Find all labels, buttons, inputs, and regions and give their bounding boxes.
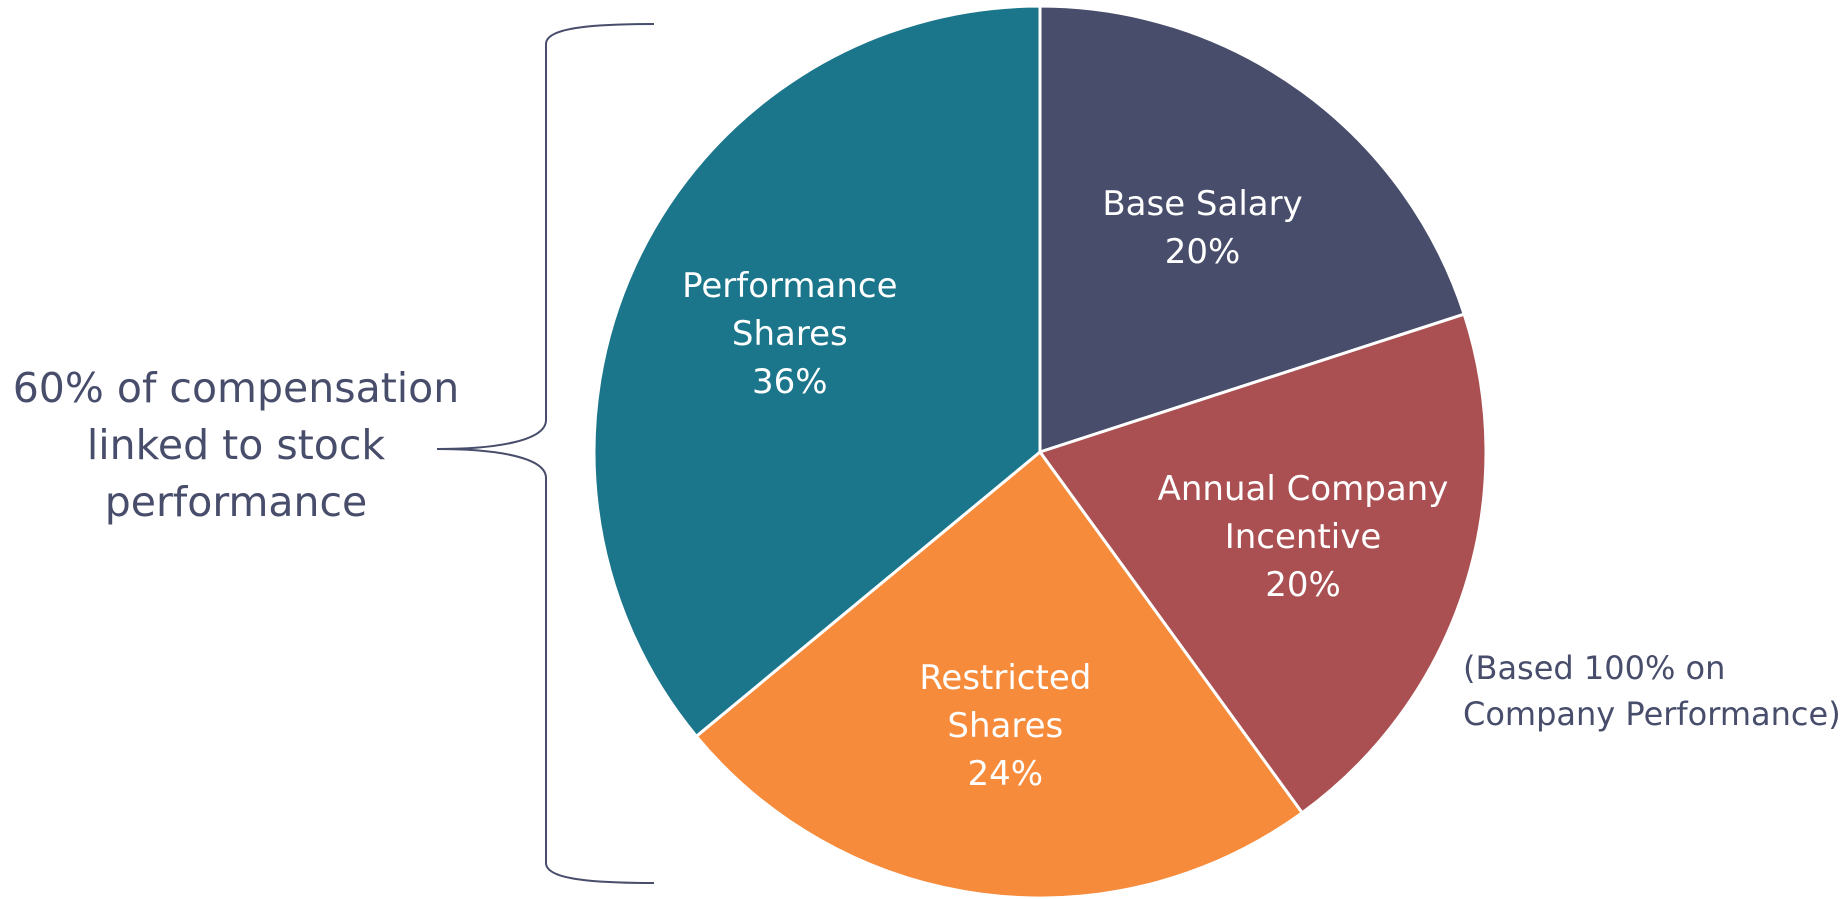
annotation: 60% of compensation linked to stock perf…: [12, 364, 460, 526]
pie-slice: [1037, 312, 1488, 815]
pie-slice: [1038, 4, 1467, 455]
category-label: Restricted Shares: [919, 658, 1092, 747]
value-label: 20%: [1265, 565, 1341, 606]
category-label: Annual Company Incentive: [1157, 469, 1449, 558]
category-label: Base Salary: [1102, 184, 1303, 225]
pie-slice: [592, 4, 1042, 739]
value-label: 36%: [752, 362, 828, 403]
slice-label: Annual Company Incentive 20%: [1143, 465, 1463, 609]
pie-slice: [694, 449, 1305, 899]
annotation: (Based 100% on Company Performance): [1463, 649, 1841, 733]
value-label: 24%: [967, 754, 1044, 795]
slice-label: Restricted Shares 24%: [895, 654, 1115, 798]
bracket: [436, 23, 655, 884]
value-label: 20%: [1164, 232, 1241, 273]
category-label: Performance Shares: [682, 266, 898, 355]
slice-label: Base Salary 20%: [1063, 180, 1343, 276]
slice-label: Performance Shares 36%: [660, 262, 920, 406]
